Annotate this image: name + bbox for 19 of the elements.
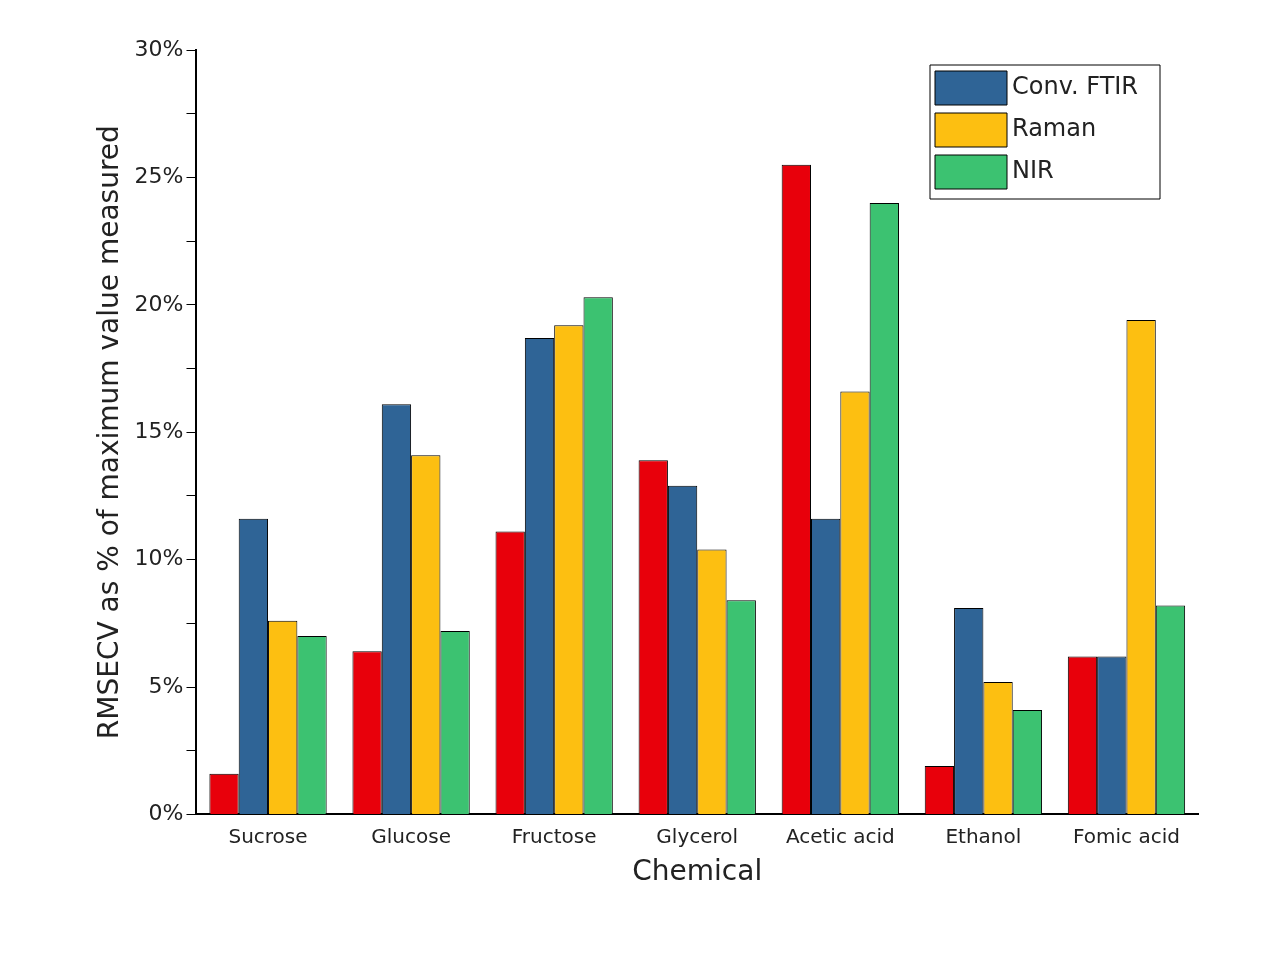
x-tick-label: Fomic acid [1073, 823, 1180, 848]
y-tick-label: 30% [134, 35, 184, 61]
y-tick-label: 25% [134, 163, 184, 189]
legend-label: Raman [1012, 114, 1097, 143]
x-tick-label: Glucose [371, 823, 451, 848]
x-tick-label: Ethanol [945, 823, 1022, 848]
y-axis-title: RMSECV as % of maximum value measured [92, 125, 126, 740]
x-axis-title: Chemical [632, 854, 763, 888]
y-tick-label: 10% [134, 545, 184, 571]
x-tick-label: Acetic acid [785, 823, 895, 848]
y-tick-label: 5% [148, 672, 184, 698]
x-tick-label: Fructose [511, 823, 597, 848]
y-tick-label: 0% [148, 800, 184, 826]
y-tick-label: 15% [134, 417, 184, 443]
legend-label: NIR [1012, 156, 1054, 185]
x-tick-label: Sucrose [228, 823, 308, 848]
x-tick-label: Glycerol [656, 823, 739, 848]
y-tick-label: 20% [134, 290, 184, 316]
legend-label: Conv. FTIR [1012, 72, 1139, 101]
